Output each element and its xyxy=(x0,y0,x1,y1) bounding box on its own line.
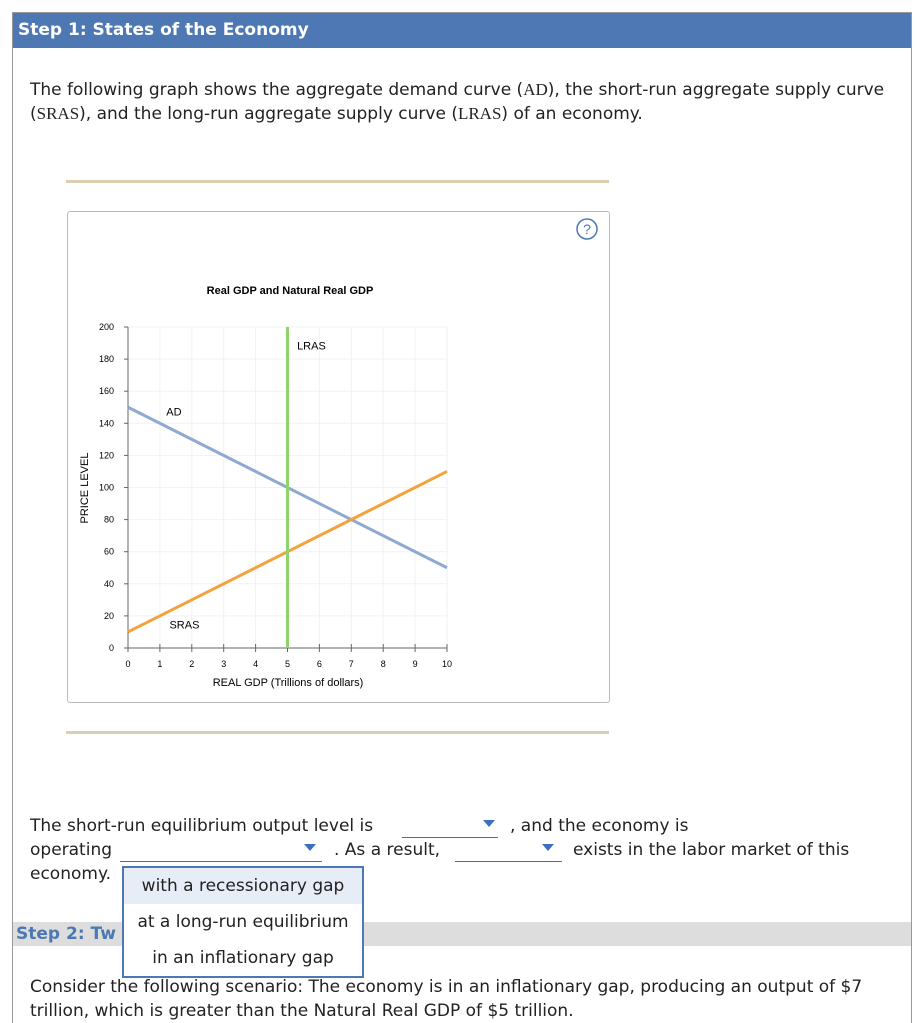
intro-term: LRAS xyxy=(457,104,502,123)
help-button[interactable] xyxy=(576,218,598,240)
dropdown-arrow[interactable] xyxy=(542,844,554,851)
y-tick-label: 0 xyxy=(109,643,114,653)
dropdown-option[interactable]: at a long-run equilibrium xyxy=(137,912,349,932)
y-tick-label: 40 xyxy=(104,579,114,589)
x-axis-label: REAL GDP (Trillions of dollars) xyxy=(213,677,364,689)
x-tick-label: 0 xyxy=(125,659,130,669)
dropdown-arrow[interactable] xyxy=(483,820,495,827)
dropdown-arrow[interactable] xyxy=(304,844,316,851)
dropdown-option[interactable]: with a recessionary gap xyxy=(124,868,362,904)
x-tick-label: 10 xyxy=(442,659,452,669)
step-header: Step 1: States of the Economy xyxy=(13,13,911,48)
y-tick-label: 80 xyxy=(104,515,114,525)
x-tick-label: 2 xyxy=(189,659,194,669)
y-tick-label: 60 xyxy=(104,547,114,557)
intro-text: ), and the long-run aggregate supply cur… xyxy=(79,104,458,124)
help-icon[interactable]: ? xyxy=(583,221,591,237)
x-tick-label: 4 xyxy=(253,659,258,669)
question-text: , and the economy is xyxy=(510,816,689,836)
y-tick-label: 160 xyxy=(99,386,114,396)
x-tick-label: 7 xyxy=(349,659,354,669)
y-axis-label: PRICE LEVEL xyxy=(79,453,91,524)
frame xyxy=(12,12,912,1023)
question-text: The short-run equilibrium output level i… xyxy=(30,816,374,836)
question-text: . As a result, xyxy=(334,840,441,860)
y-tick-label: 100 xyxy=(99,483,114,493)
intro-text: ), the short-run aggregate supply curve … xyxy=(30,80,885,124)
intro: The following graph shows the aggregate … xyxy=(30,78,900,126)
curve-label: LRAS xyxy=(297,340,326,352)
dropdown[interactable] xyxy=(120,861,322,862)
question-text: economy. xyxy=(30,864,111,884)
x-tick-label: 3 xyxy=(221,659,226,669)
intro-text: ) of an economy. xyxy=(501,104,643,124)
dropdown[interactable] xyxy=(402,837,498,838)
dropdown[interactable] xyxy=(455,861,562,862)
curve-label: SRAS xyxy=(169,620,199,632)
question-text: operating xyxy=(30,840,113,860)
x-tick-label: 6 xyxy=(317,659,322,669)
y-tick-label: 180 xyxy=(99,354,114,364)
dropdown-option[interactable]: in an inflationary gap xyxy=(152,948,334,968)
dropdown-menu: with a recessionary gap at a long-run eq… xyxy=(122,866,364,978)
y-tick-label: 140 xyxy=(99,418,114,428)
x-tick-label: 8 xyxy=(381,659,386,669)
chart: ? Real GDP and Natural Real GDP REAL GDP… xyxy=(79,218,598,689)
y-tick-label: 200 xyxy=(99,322,114,332)
question-text: exists in the labor market of this xyxy=(573,840,850,860)
x-tick-label: 1 xyxy=(157,659,162,669)
intro-term: SRAS xyxy=(36,104,80,123)
x-tick-label: 5 xyxy=(285,659,290,669)
graph-panel xyxy=(67,211,610,703)
divider xyxy=(66,180,609,183)
chart-title: Real GDP and Natural Real GDP xyxy=(207,285,374,297)
intro-text: The following graph shows the aggregate … xyxy=(30,80,524,100)
curve-label: AD xyxy=(166,406,181,418)
x-tick-label: 9 xyxy=(413,659,418,669)
divider xyxy=(66,731,609,734)
y-tick-label: 120 xyxy=(99,450,114,460)
y-tick-label: 20 xyxy=(104,611,114,621)
intro-term: AD xyxy=(523,80,548,99)
